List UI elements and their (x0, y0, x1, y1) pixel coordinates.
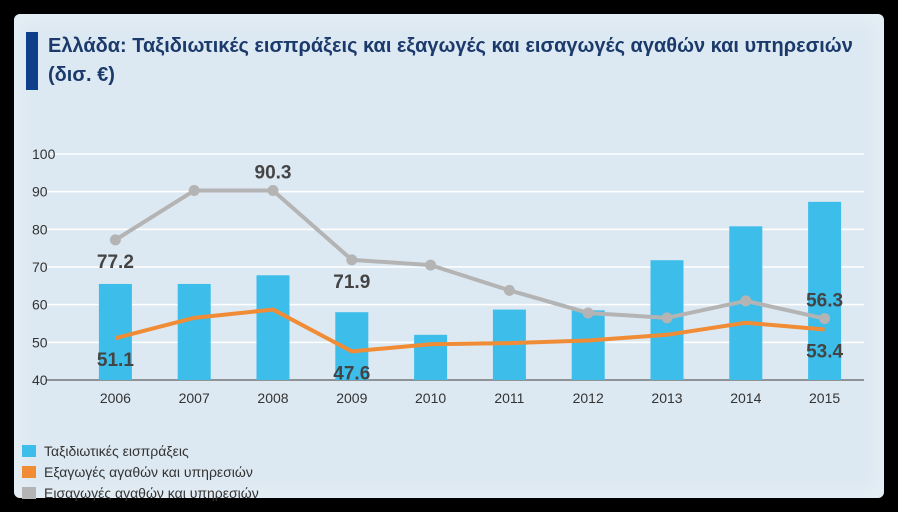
trade-lines (109, 185, 831, 354)
chart-plot: 40 50 60 70 80 90 100 2006 2007 2008 2009 2010 2011… (32, 146, 864, 406)
legend-item-exports: Εξαγωγές αγαθών και υπηρεσιών (22, 461, 259, 482)
bar-travel-receipts-2015 (808, 201, 842, 380)
point-imports-2015 (819, 313, 831, 325)
bar-travel-receipts-2008 (256, 275, 290, 380)
x-tick-label: 2007 (179, 390, 210, 406)
y-tick-label: 40 (32, 372, 48, 388)
point-imports-2012 (582, 307, 594, 319)
chart-title: Ελλάδα: Ταξιδιωτικές εισπράξεις και εξαγ… (48, 35, 853, 86)
y-tick-label: 80 (32, 221, 48, 237)
x-tick-label: 2009 (336, 390, 367, 406)
legend-swatch-receipts (22, 444, 36, 457)
data-label: 56.3 (806, 291, 843, 312)
travel-receipts-bars (98, 201, 842, 380)
data-label: 53.4 (806, 342, 843, 363)
legend: Ταξιδιωτικές εισπράξεις Εξαγωγές αγαθών … (22, 440, 259, 503)
legend-swatch-imports (22, 486, 36, 499)
data-label: 77.2 (97, 252, 134, 273)
data-label: 47.6 (333, 363, 370, 384)
x-tick-label: 2014 (730, 390, 761, 406)
point-imports-2009 (346, 254, 358, 266)
y-axis-ticks: 40 50 60 70 80 90 100 (32, 146, 56, 388)
legend-label-receipts: Ταξιδιωτικές εισπράξεις (44, 442, 189, 459)
y-tick-label: 90 (32, 184, 48, 200)
y-tick-label: 70 (32, 259, 48, 275)
chart-frame: Ελλάδα: Ταξιδιωτικές εισπράξεις και εξαγ… (14, 14, 884, 501)
bar-travel-receipts-2007 (177, 283, 211, 380)
x-tick-label: 2013 (651, 390, 682, 406)
legend-item-imports: Εισαγωγές αγαθών και υπηρεσιών (22, 482, 259, 503)
point-imports-2014 (740, 295, 752, 307)
x-axis-ticks: 2006 2007 2008 2009 2010 2011 2012 2013 2014 2015 (100, 390, 841, 406)
line-imports (114, 188, 826, 321)
x-tick-label: 2015 (809, 390, 840, 406)
x-tick-label: 2010 (415, 390, 446, 406)
data-labels: 77.2 90.3 71.9 56.3 51.1 47.6 53.4 (97, 163, 844, 385)
x-tick-label: 2008 (257, 390, 288, 406)
bar-travel-receipts-2010 (414, 334, 448, 380)
bar-travel-receipts-2012 (571, 310, 605, 380)
point-imports-2008 (267, 185, 279, 197)
bar-travel-receipts-2006 (98, 283, 132, 380)
point-imports-2013 (661, 312, 673, 324)
x-tick-label: 2012 (573, 390, 604, 406)
y-tick-label: 60 (32, 297, 48, 313)
line-exports (114, 307, 825, 354)
legend-label-exports: Εξαγωγές αγαθών και υπηρεσιών (44, 463, 253, 480)
point-imports-2006 (109, 234, 121, 246)
x-tick-label: 2006 (100, 390, 131, 406)
legend-item-receipts: Ταξιδιωτικές εισπράξεις (22, 440, 259, 461)
data-label: 90.3 (255, 163, 292, 184)
legend-label-imports: Εισαγωγές αγαθών και υπηρεσιών (44, 484, 259, 501)
x-tick-label: 2011 (494, 390, 524, 406)
point-imports-2010 (425, 259, 437, 271)
point-imports-2007 (188, 185, 200, 197)
point-imports-2011 (503, 284, 515, 296)
y-tick-label: 100 (32, 146, 56, 162)
legend-swatch-exports (22, 465, 36, 478)
y-tick-label: 50 (32, 334, 48, 350)
title-accent-bar (26, 32, 38, 90)
data-label: 71.9 (333, 272, 370, 293)
data-label: 51.1 (97, 350, 134, 371)
